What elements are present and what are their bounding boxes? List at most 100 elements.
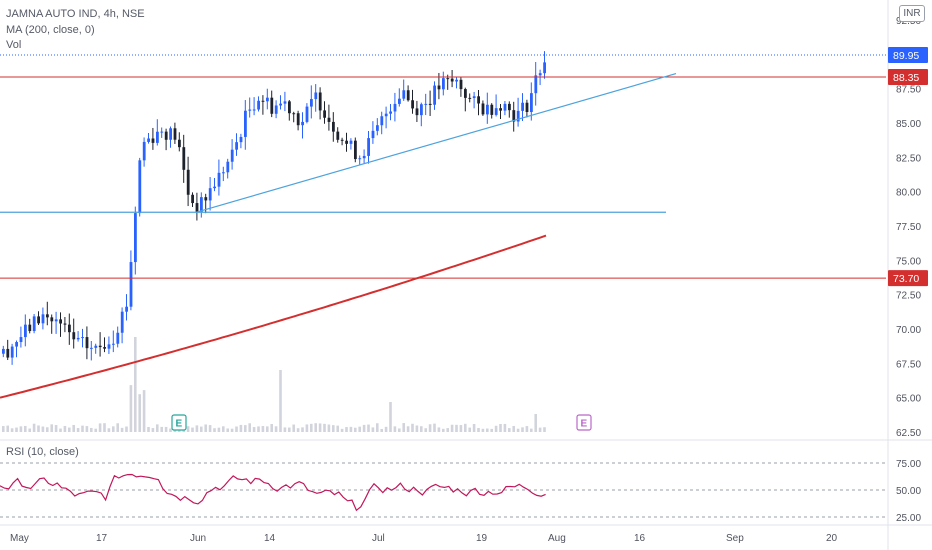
candle-body [204, 197, 208, 201]
candle-body [358, 158, 362, 160]
candle-body [24, 324, 27, 338]
candle-body [464, 89, 467, 98]
candle-body [98, 345, 102, 348]
volume-bar [516, 428, 520, 432]
volume-bar [310, 423, 313, 432]
candle-body [72, 332, 76, 340]
volume-bar [59, 428, 62, 432]
volume-bar [283, 427, 287, 432]
candle-body [112, 343, 115, 345]
volume-bar [160, 426, 163, 432]
candle-body [530, 93, 533, 113]
candle-body [46, 314, 49, 318]
volume-bar [239, 424, 243, 432]
candle-body [230, 149, 234, 162]
volume-bar [398, 428, 401, 432]
time-tick-label: 14 [264, 533, 276, 544]
candle-body [534, 75, 538, 94]
volume-bar [50, 424, 53, 432]
candle-body [156, 131, 159, 143]
volume-bar [32, 423, 36, 432]
volume-bar [257, 426, 260, 432]
volume-bar [503, 423, 507, 432]
volume-bar [235, 426, 238, 432]
ascending-trendline [195, 72, 677, 213]
volume-bar [362, 424, 366, 432]
volume-bar [10, 428, 14, 432]
candle-body [314, 92, 318, 100]
candle-body [239, 136, 243, 143]
candle-body [59, 319, 62, 324]
candle-body [486, 104, 489, 115]
candle-body [261, 100, 265, 102]
candle-body [94, 345, 98, 348]
volume-bar [450, 424, 454, 432]
volume-bar [147, 427, 150, 432]
price-tick-label: 70.00 [896, 325, 921, 336]
candle-body [85, 337, 89, 349]
volume-bar [292, 424, 295, 432]
candle-body [310, 99, 313, 107]
volume-bar [332, 425, 335, 432]
volume-bar [318, 423, 322, 432]
candle-body [450, 78, 454, 82]
rsi-line [0, 473, 546, 512]
volume-bar [538, 427, 542, 432]
volume-bar [270, 423, 273, 432]
candle-body [424, 103, 428, 105]
candle-body [226, 161, 230, 173]
time-tick-label: May [10, 533, 29, 544]
volume-bar [371, 427, 375, 432]
volume-bar [494, 425, 498, 432]
earnings-marker-label: E [581, 419, 588, 430]
candle-body [186, 169, 190, 195]
time-tick-label: 19 [476, 533, 488, 544]
candle-body [252, 109, 256, 111]
candle-body [402, 90, 406, 99]
candle-body [134, 213, 137, 263]
candle-body [455, 79, 458, 82]
candle-body [41, 314, 45, 324]
price-tick-label: 77.50 [896, 222, 921, 233]
candle-body [235, 142, 238, 150]
volume-bar [266, 426, 269, 432]
volume-bar [402, 423, 405, 432]
volume-bar [217, 427, 221, 432]
candle-body [81, 337, 84, 339]
volume-bar [116, 423, 119, 432]
volume-bar [41, 426, 45, 432]
volume-bar [323, 423, 326, 432]
candle-body [266, 97, 269, 102]
volume-bar [81, 425, 84, 432]
volume-bar [380, 428, 383, 432]
price-tick-label: 80.00 [896, 188, 921, 199]
candle-body [521, 102, 524, 111]
candle-body [411, 100, 414, 109]
volume-bar [200, 426, 203, 432]
rsi-tick-label: 75.00 [896, 459, 921, 470]
volume-bar [63, 426, 67, 432]
candle-body [50, 317, 54, 322]
candle-body [384, 113, 388, 117]
rsi-tick-label: 25.00 [896, 513, 921, 524]
volume-bar [314, 423, 317, 432]
candle-body [459, 79, 463, 90]
volume-bar [305, 424, 309, 432]
candle-body [538, 73, 542, 76]
volume-bar [477, 427, 480, 432]
time-tick-label: Jul [372, 533, 385, 544]
volume-bar [2, 426, 5, 432]
candle-body [164, 131, 168, 140]
volume-bar [486, 428, 489, 432]
rsi-legend: RSI (10, close) [6, 446, 79, 458]
currency-button[interactable]: INR [899, 5, 925, 22]
volume-bar [420, 426, 423, 432]
candle-body [274, 105, 278, 114]
volume-bar [376, 423, 379, 432]
volume-bar [85, 426, 89, 432]
candle-body [481, 103, 485, 115]
volume-bar [156, 424, 159, 432]
candle-body [244, 110, 247, 137]
volume-bar [345, 427, 348, 432]
